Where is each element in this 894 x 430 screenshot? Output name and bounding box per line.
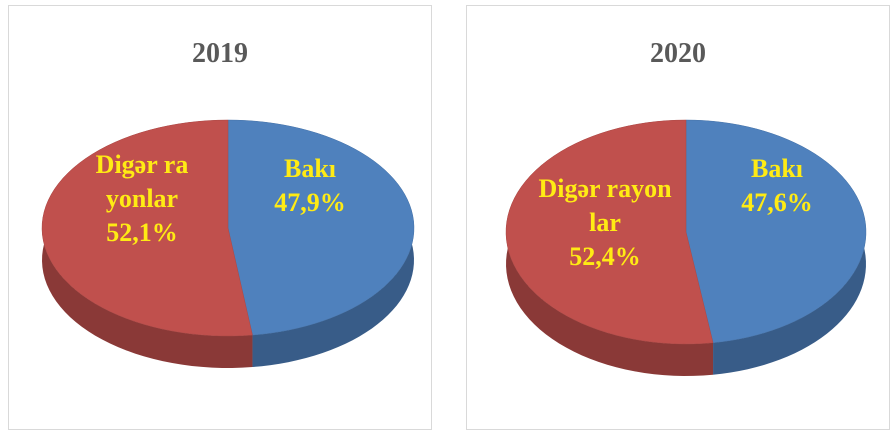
data-label: Digər rayonlar 52,1% — [92, 148, 192, 250]
slice-category: Digər rayonlar — [538, 174, 672, 237]
slice-value-label: 47,9% — [274, 188, 346, 217]
chart-title: 2020 — [650, 38, 706, 69]
pie-slice — [685, 119, 867, 344]
chart-title: 2019 — [192, 38, 248, 69]
slice-value-label: 52,4% — [569, 242, 641, 271]
slice-category: Bakı — [750, 154, 804, 183]
slice-value-label: 47,6% — [741, 188, 813, 217]
pie-slice — [227, 119, 415, 336]
pie-slice — [505, 119, 714, 345]
data-label: Bakı 47,6% — [722, 152, 832, 220]
data-label: Digər rayonlar 52,4% — [535, 172, 675, 274]
slice-category: Bakı — [283, 154, 337, 183]
slice-category: Digər rayonlar — [95, 150, 189, 213]
pie-slice — [41, 119, 253, 337]
data-label: Bakı 47,9% — [255, 152, 365, 220]
slice-value-label: 52,1% — [106, 218, 178, 247]
